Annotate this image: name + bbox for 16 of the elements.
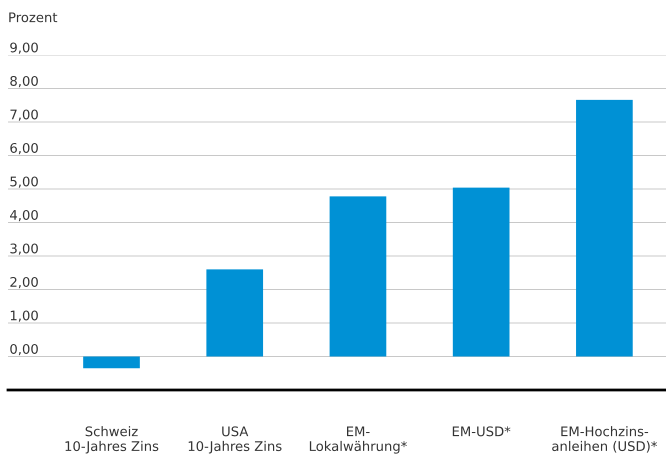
y-tick-label: 2,00	[10, 276, 38, 288]
x-tick-label: EM-USD*	[452, 426, 510, 436]
y-tick-label: 4,00	[10, 210, 38, 222]
x-tick-label: EM- Lokalwährung*	[310, 426, 407, 454]
y-tick-label: 6,00	[10, 142, 38, 154]
y-tick-label: 9,00	[10, 42, 38, 54]
y-tick-label: 8,00	[10, 76, 38, 88]
y-tick-label: 5,00	[10, 176, 38, 188]
y-axis-title: Prozent	[9, 12, 58, 22]
x-tick-label: EM-Hochzins- anleihen (USD)*	[552, 426, 658, 453]
x-tick-label: Schweiz 10-Jahres Zins	[66, 426, 158, 454]
y-tick-label: 3,00	[10, 243, 38, 255]
y-tick-label: 1,00	[10, 310, 38, 322]
x-tick-label: USA 10-Jahres Zins	[188, 426, 282, 454]
y-tick-label: 7,00	[10, 109, 38, 121]
y-tick-label: 0,00	[10, 344, 38, 356]
